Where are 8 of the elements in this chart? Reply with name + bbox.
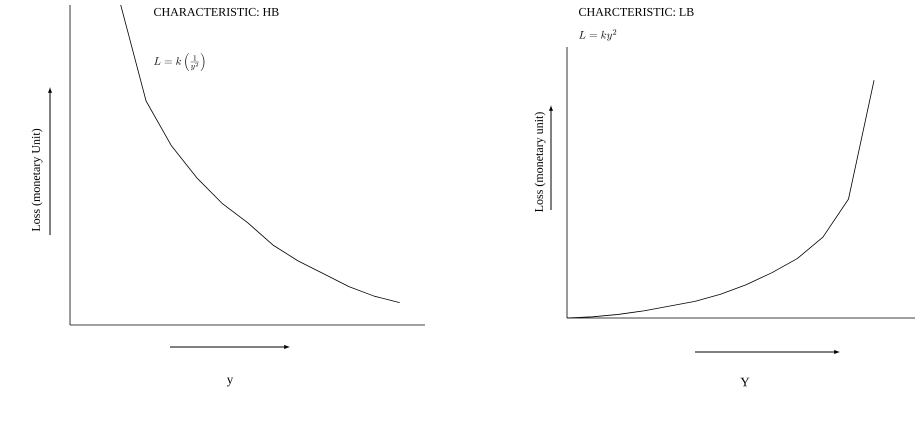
text: $L = ky^{2}$ xyxy=(578,29,616,41)
y-axis-title: Loss (monetary unit) xyxy=(534,112,546,212)
x-axis-title: Y xyxy=(740,378,750,386)
chart-title: CHARCTERISTIC: LB xyxy=(579,8,694,16)
y-axis-title: Loss (monetary Unit) xyxy=(32,128,42,232)
x-axis-title: y xyxy=(226,378,234,386)
annotation: $L = k\left(\frac{1}{y^{2}}\right)$ xyxy=(154,52,204,71)
chart-title: CHARACTERISTIC: HB xyxy=(154,8,279,16)
